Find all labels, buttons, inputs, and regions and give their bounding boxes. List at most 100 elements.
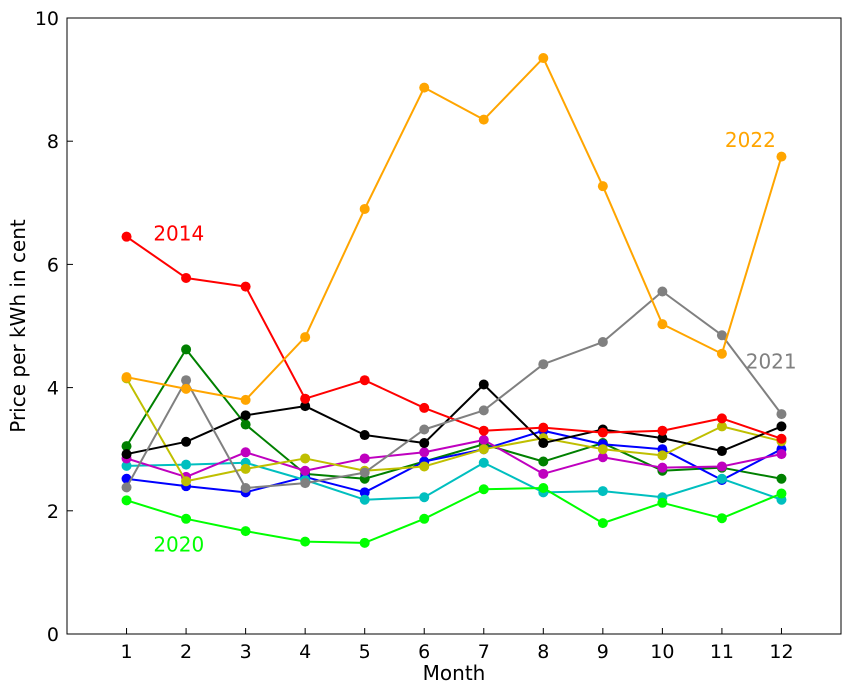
annotation-label: 2022 bbox=[725, 128, 776, 152]
x-tick-label: 10 bbox=[650, 641, 674, 663]
data-point bbox=[478, 434, 489, 445]
annotation-label: 2014 bbox=[153, 222, 204, 246]
x-tick-label: 8 bbox=[537, 641, 549, 663]
data-point bbox=[597, 427, 608, 438]
series-line bbox=[125, 235, 782, 440]
data-point bbox=[538, 468, 549, 479]
series-line bbox=[125, 377, 782, 483]
data-point bbox=[121, 372, 132, 383]
data-point bbox=[181, 272, 192, 283]
data-point bbox=[359, 494, 370, 505]
data-point bbox=[716, 473, 727, 484]
data-point bbox=[359, 375, 370, 386]
data-point bbox=[478, 114, 489, 125]
data-point bbox=[419, 438, 430, 449]
data-point bbox=[359, 453, 370, 464]
y-tick-label: 8 bbox=[47, 131, 59, 153]
series-line bbox=[126, 383, 782, 456]
series-2 bbox=[121, 457, 787, 505]
x-axis-label: Month bbox=[423, 661, 486, 685]
x-tick-label: 5 bbox=[359, 641, 371, 663]
data-point bbox=[538, 456, 549, 467]
data-point bbox=[776, 449, 787, 460]
data-point bbox=[478, 425, 489, 436]
data-point bbox=[240, 394, 251, 405]
series-line bbox=[125, 290, 783, 490]
series-line bbox=[126, 57, 783, 401]
data-point bbox=[419, 424, 430, 435]
data-point bbox=[181, 436, 192, 447]
y-axis-label: Price per kWh in cent bbox=[6, 219, 30, 433]
data-point bbox=[300, 453, 311, 464]
data-point bbox=[657, 286, 668, 297]
data-point bbox=[359, 537, 370, 548]
annotation-label: 2021 bbox=[746, 350, 797, 374]
data-point bbox=[240, 410, 251, 421]
data-point bbox=[597, 452, 608, 463]
data-point bbox=[419, 461, 430, 472]
data-point bbox=[300, 332, 311, 343]
series-line bbox=[126, 438, 782, 478]
data-point bbox=[538, 422, 549, 433]
data-point bbox=[300, 401, 311, 412]
data-point bbox=[181, 459, 192, 470]
data-point bbox=[181, 513, 192, 524]
data-point bbox=[419, 492, 430, 503]
data-point bbox=[657, 319, 668, 330]
x-tick-label: 3 bbox=[240, 641, 252, 663]
data-point bbox=[716, 513, 727, 524]
series-line bbox=[126, 487, 782, 544]
data-point bbox=[657, 433, 668, 444]
data-point bbox=[538, 359, 549, 370]
data-point bbox=[240, 526, 251, 537]
data-point bbox=[597, 444, 608, 455]
y-tick-label: 0 bbox=[47, 624, 59, 646]
data-point bbox=[419, 513, 430, 524]
series-layer bbox=[121, 53, 787, 548]
data-point bbox=[359, 430, 370, 441]
data-point bbox=[419, 82, 430, 93]
data-point bbox=[716, 330, 727, 341]
data-point bbox=[359, 487, 370, 498]
data-point bbox=[776, 421, 787, 432]
plot-frame bbox=[66, 17, 842, 635]
data-point bbox=[121, 231, 132, 242]
data-point bbox=[657, 497, 668, 508]
data-point bbox=[776, 433, 787, 444]
data-point bbox=[776, 409, 787, 420]
data-point bbox=[478, 484, 489, 495]
data-point bbox=[538, 438, 549, 449]
data-point bbox=[240, 483, 251, 494]
data-point bbox=[181, 375, 192, 386]
series-line bbox=[125, 348, 782, 480]
data-point bbox=[716, 421, 727, 432]
data-point bbox=[657, 425, 668, 436]
data-point bbox=[597, 518, 608, 529]
data-point bbox=[538, 483, 549, 494]
data-point bbox=[181, 344, 192, 355]
series-line bbox=[126, 429, 782, 494]
data-point bbox=[716, 446, 727, 457]
data-point bbox=[300, 465, 311, 476]
data-point bbox=[359, 467, 370, 478]
x-tick-label: 2 bbox=[180, 641, 192, 663]
data-point bbox=[121, 495, 132, 506]
data-point bbox=[419, 402, 430, 413]
data-point bbox=[181, 383, 192, 394]
data-point bbox=[300, 393, 311, 404]
data-point bbox=[419, 447, 430, 458]
x-tick-label: 1 bbox=[120, 641, 132, 663]
data-point bbox=[597, 181, 608, 192]
data-point bbox=[121, 460, 132, 471]
data-point bbox=[657, 462, 668, 473]
data-point bbox=[716, 413, 727, 424]
data-point bbox=[300, 536, 311, 547]
data-point bbox=[597, 486, 608, 497]
x-tick-label: 12 bbox=[769, 641, 793, 663]
data-point bbox=[240, 463, 251, 474]
data-point bbox=[121, 449, 132, 460]
y-tick-label: 4 bbox=[47, 378, 59, 400]
x-tick-label: 9 bbox=[597, 641, 609, 663]
series-line bbox=[126, 461, 782, 501]
data-point bbox=[776, 151, 787, 162]
